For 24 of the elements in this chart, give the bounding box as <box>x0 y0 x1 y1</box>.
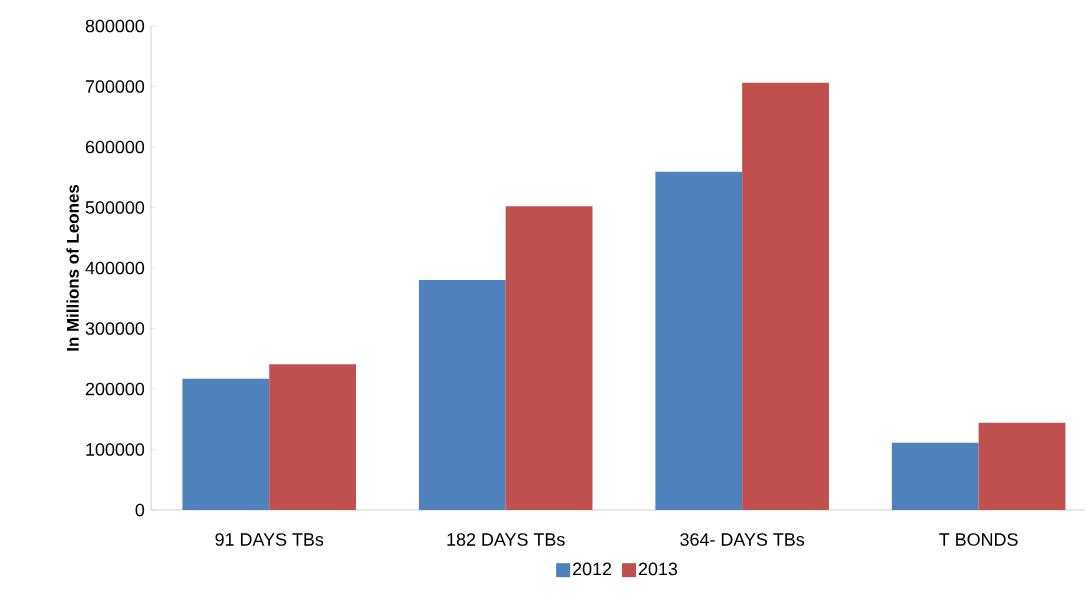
y-tick-label: 100000 <box>86 443 145 456</box>
y-tick-label: 300000 <box>85 322 145 335</box>
bar <box>418 280 506 510</box>
x-tick-label: 364- DAYS TBs <box>680 533 805 546</box>
y-tick-label: 800000 <box>85 19 145 33</box>
y-axis-title: In Millions of Leones <box>66 184 79 351</box>
y-tick-label: 0 <box>135 503 145 517</box>
bar <box>505 206 593 510</box>
x-tick-label: 91 DAYS TBs <box>215 533 324 546</box>
bar <box>182 378 270 510</box>
bar <box>742 82 829 510</box>
x-tick-label: 182 DAYS TBs <box>447 533 565 546</box>
legend-label: 2012 <box>573 562 612 576</box>
bar <box>891 442 979 510</box>
bar <box>269 364 357 510</box>
y-tick-label: 400000 <box>85 261 145 275</box>
bar <box>655 171 743 510</box>
y-tick-label: 600000 <box>85 140 145 154</box>
y-tick-label: 700000 <box>85 80 145 93</box>
y-tick-label: 200000 <box>85 382 145 396</box>
y-tick-label: 500000 <box>85 201 145 214</box>
legend-label: 2013 <box>638 562 678 576</box>
bar <box>978 422 1066 510</box>
x-tick-label: T BONDS <box>939 533 1018 546</box>
